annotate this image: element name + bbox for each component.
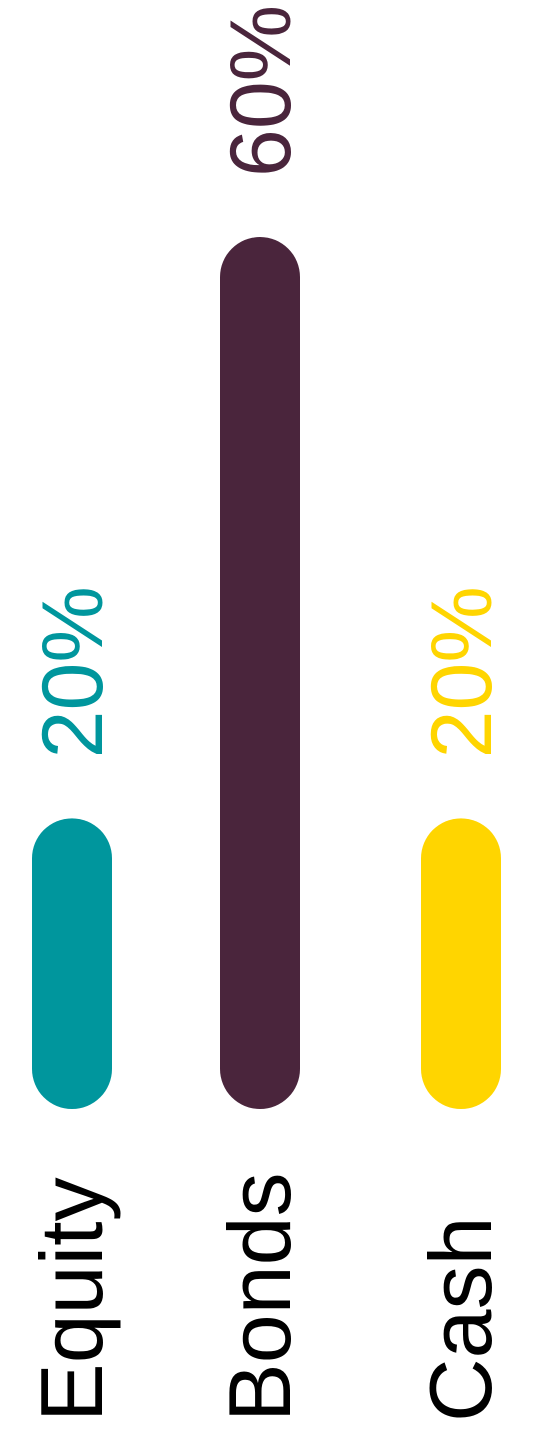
value-label-bonds: 60% [213, 5, 309, 177]
bar-bonds [220, 237, 300, 1109]
bar-cash [421, 818, 501, 1109]
category-label-equity: Equity [22, 1177, 121, 1422]
bar-equity [32, 818, 112, 1109]
category-labels-layer: Equity Bonds Cash [22, 1172, 510, 1422]
value-label-cash: 20% [414, 586, 510, 758]
category-label-cash: Cash [411, 1217, 510, 1422]
value-label-equity: 20% [25, 586, 121, 758]
value-labels-layer: 20% 60% 20% [25, 5, 510, 758]
bars-layer [32, 237, 501, 1109]
category-label-bonds: Bonds [210, 1172, 309, 1422]
